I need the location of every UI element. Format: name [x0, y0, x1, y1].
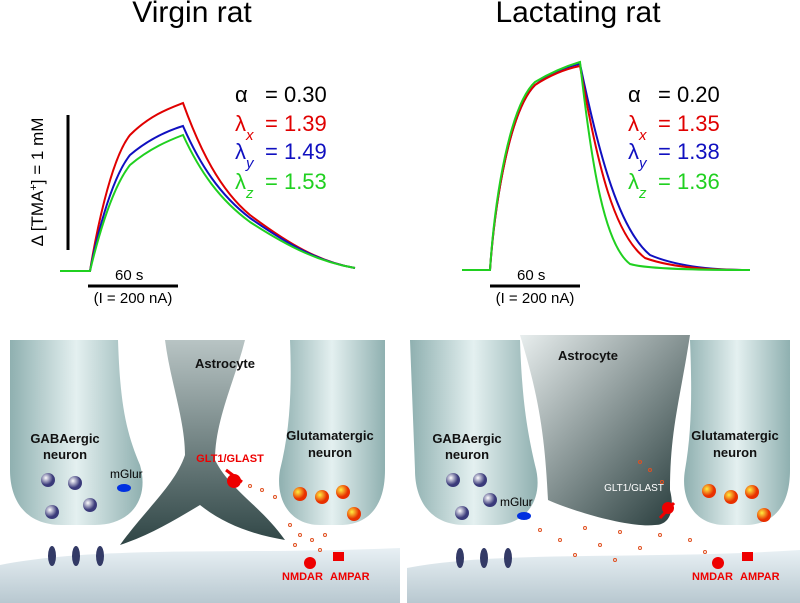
parameter-symbol: α [235, 82, 248, 107]
neuron-label: Glutamatergic [286, 428, 373, 443]
parameter-value: = 1.39 [265, 111, 327, 136]
parameter-value: = 0.30 [265, 82, 327, 107]
nmdar-label: NMDAR [282, 571, 323, 583]
trace-y [60, 124, 356, 272]
neuron-label: GABAergic [432, 431, 501, 446]
receptor-label: mGlur [110, 467, 143, 481]
parameter: λz [628, 169, 647, 202]
astrocyte-label: Astrocyte [558, 348, 618, 363]
traces [462, 60, 751, 271]
diagram-left: Astrocyte GABAergic neuron Glutamatergic… [0, 340, 400, 603]
parameter: λz [235, 169, 254, 202]
parameter: α [628, 82, 641, 107]
transporter-label: GLT1/GLAST [196, 453, 264, 465]
neuron-label: neuron [445, 447, 489, 462]
neuron-label: neuron [308, 445, 352, 460]
y-label: Δ [TMA+] = 1 mM [28, 118, 47, 247]
time-bar-label: 60 s [517, 267, 545, 284]
parameter-value: = 1.49 [265, 139, 327, 164]
y-label-sup: + [28, 184, 40, 190]
parameter-symbol: λ [235, 169, 246, 194]
parameter-symbol: λ [235, 139, 246, 164]
parameter-subscript: x [638, 127, 647, 144]
parameter-value: = 1.38 [658, 139, 720, 164]
trace-z [462, 60, 751, 271]
panel-title: Virgin rat [132, 0, 252, 29]
y-label-text: ] = 1 mM [28, 118, 47, 185]
parameter-subscript: z [638, 185, 647, 202]
parameter-value: = 1.53 [265, 169, 327, 194]
receptor-label: mGlur [500, 495, 533, 509]
parameter-symbol: λ [235, 111, 246, 136]
time-bar-label: 60 s [115, 267, 143, 284]
parameter-symbol: α [628, 82, 641, 107]
current-label: (I = 200 nA) [496, 290, 575, 307]
parameter-symbol: λ [628, 111, 639, 136]
neuron-label: GABAergic [30, 431, 99, 446]
parameter-subscript: y [638, 155, 648, 172]
trace-x [60, 101, 356, 272]
panel-title: Lactating rat [495, 0, 661, 29]
parameter: λy [628, 139, 648, 172]
trace-z [60, 133, 356, 272]
parameter-subscript: y [245, 155, 255, 172]
parameter: α [235, 82, 248, 107]
neuron-label: neuron [43, 447, 87, 462]
parameter-value: = 1.35 [658, 111, 720, 136]
parameter: λx [628, 111, 647, 144]
ampar-label: AMPAR [330, 571, 370, 583]
neuron-label: Glutamatergic [691, 428, 778, 443]
transporter-label: GLT1/GLAST [604, 483, 664, 494]
nmdar-label: NMDAR [692, 571, 733, 583]
current-label: (I = 200 nA) [94, 290, 173, 307]
ampar-label: AMPAR [740, 571, 780, 583]
parameter-subscript: z [245, 185, 254, 202]
parameter-subscript: x [245, 127, 254, 144]
traces [60, 101, 356, 272]
parameter-symbol: λ [628, 139, 639, 164]
diagram-right: Astrocyte GABAergic neuron Glutamatergic… [407, 335, 800, 603]
parameter-symbol: λ [628, 169, 639, 194]
y-label-text: Δ [TMA [28, 190, 47, 246]
parameter-value: = 0.20 [658, 82, 720, 107]
astrocyte-label: Astrocyte [195, 356, 255, 371]
neuron-label: neuron [713, 445, 757, 460]
parameter: λy [235, 139, 255, 172]
parameter: λx [235, 111, 254, 144]
parameter-value: = 1.36 [658, 169, 720, 194]
